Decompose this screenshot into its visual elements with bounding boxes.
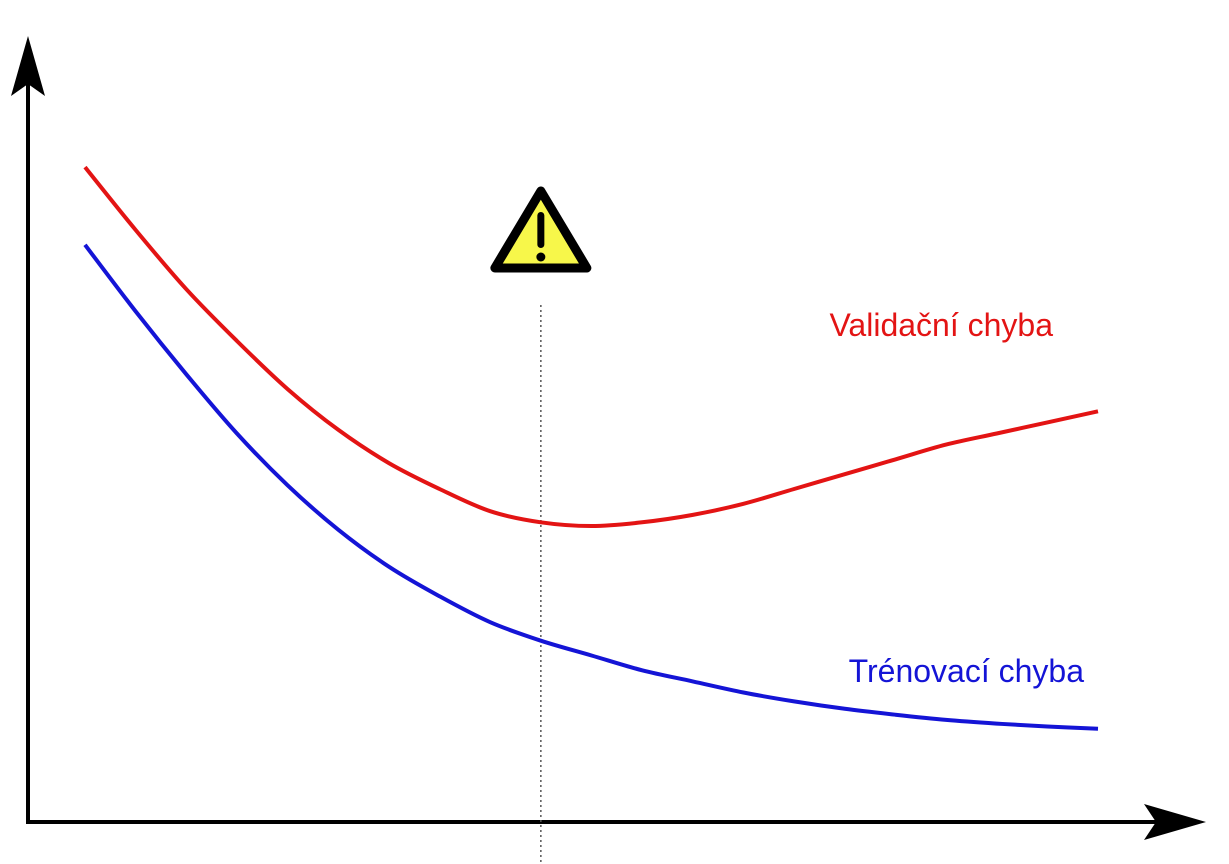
training-series-label: Trénovací chyba <box>849 653 1085 689</box>
y-axis-arrowhead <box>11 36 45 96</box>
validation-error-line <box>83 165 1099 529</box>
axes <box>11 36 1206 840</box>
training-error-line <box>83 243 1099 731</box>
x-axis-arrowhead <box>1144 804 1206 840</box>
warning-triangle-icon <box>490 186 592 273</box>
warning-exclamation-dot <box>536 252 546 262</box>
warning-exclamation-bar <box>537 212 545 248</box>
validation-series-label: Validační chyba <box>829 307 1053 343</box>
series-layer <box>83 165 1099 731</box>
